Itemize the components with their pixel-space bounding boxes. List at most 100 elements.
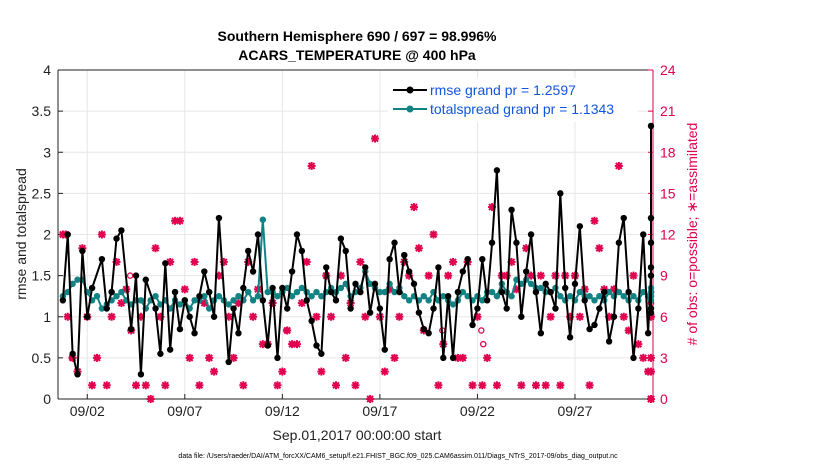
y-axis-ticks: 0 0.5 1 1.5 2 2.5 3 3.5 4 [32, 62, 63, 407]
obs-star-stroke [249, 313, 257, 321]
rmse-point [79, 247, 86, 255]
obs-star-stroke [351, 381, 360, 389]
obs-assimilated-marker [424, 271, 433, 280]
obs-star-stroke [478, 381, 487, 389]
rmse-point [225, 358, 232, 366]
obs-star-stroke [424, 271, 433, 280]
rmse-point [186, 313, 193, 320]
totalspread-point [566, 292, 574, 300]
obs-assimilated-marker [205, 353, 214, 362]
rmse-point [647, 272, 655, 279]
obs-assimilated-marker [585, 381, 594, 390]
obs-star-stroke [381, 367, 389, 376]
obs-star-stroke [468, 381, 477, 389]
obs-star-stroke [337, 271, 345, 280]
rmse-point [342, 247, 349, 255]
rmse-point [293, 231, 301, 238]
obs-assimilated-marker [647, 353, 655, 362]
obs-star-stroke [585, 381, 594, 389]
y-tick-label: 0 [43, 391, 51, 407]
obs-star-stroke [293, 340, 301, 348]
rmse-point [640, 231, 647, 238]
obs-assimilated-marker [249, 312, 258, 321]
rmse-point [84, 313, 91, 320]
legend-rmse-label: rmse grand pr = 1.2597 [430, 82, 576, 98]
rmse-point [647, 264, 655, 271]
obs-star-stroke [239, 381, 248, 389]
rmse-point [527, 231, 535, 238]
rmse-point [415, 309, 423, 316]
legend-spread-marker [406, 105, 414, 113]
y2-tick-label: 9 [660, 268, 668, 284]
rmse-point [313, 342, 320, 349]
y2-tick-label: 24 [660, 62, 676, 78]
totalspread-point [420, 292, 427, 300]
obs-star-stroke [390, 354, 399, 362]
x-tick-label: 09/27 [557, 403, 592, 419]
obs-assimilated-marker [146, 395, 155, 403]
rmse-point [635, 305, 642, 312]
obs-assimilated-marker [434, 381, 443, 390]
x-tick-label: 09/02 [70, 403, 105, 419]
obs-possible-marker [478, 327, 485, 334]
obs-assimilated-marker [292, 340, 301, 349]
obs-assimilated-marker [458, 353, 467, 362]
legend-rmse-marker [406, 86, 414, 94]
obs-assimilated-marker [619, 312, 628, 321]
rmse-point [547, 288, 554, 296]
obs-assimilated-marker [639, 353, 648, 362]
totalspread-point [93, 292, 101, 300]
obs-star-stroke [449, 258, 457, 266]
rmse-point [196, 292, 203, 300]
obs-star-stroke [537, 271, 545, 280]
rmse-point [327, 288, 335, 296]
rmse-point [357, 288, 364, 296]
obs-assimilated-marker [429, 230, 438, 239]
rmse-point [591, 321, 598, 329]
rmse-point [647, 122, 655, 130]
rmse-point [420, 325, 427, 333]
obs-assimilated-marker [185, 353, 194, 362]
y2-axis-label: # of obs: o=possible; ∗=assimilated [684, 123, 700, 346]
obs-star-stroke [395, 313, 404, 321]
obs-assimilated-marker [341, 353, 350, 362]
rmse-point [210, 313, 218, 320]
rmse-line [61, 124, 652, 376]
obs-star-stroke [161, 381, 170, 389]
rmse-point [245, 247, 252, 255]
totalspread-point [176, 301, 184, 308]
rmse-point [205, 288, 213, 296]
rmse-point [240, 284, 247, 292]
rmse-point [605, 338, 613, 345]
y-tick-label: 4 [43, 62, 51, 78]
rmse-point [376, 305, 384, 312]
totalspread-point [113, 292, 120, 300]
rmse-point [601, 288, 608, 296]
totalspread-point [537, 284, 545, 292]
rmse-point [113, 235, 120, 242]
totalspread-point [401, 292, 408, 300]
x-tick-label: 09/07 [167, 403, 202, 419]
totalspread-point [274, 292, 281, 300]
rmse-point [69, 350, 76, 357]
obs-assimilated-marker [302, 257, 311, 266]
rmse-point [503, 305, 510, 312]
obs-assimilated-marker [590, 216, 599, 225]
obs-assimilated-marker [93, 353, 102, 362]
rmse-point [440, 354, 447, 362]
rmse-point [396, 288, 403, 296]
x-axis-ticks: 09/02 09/07 09/12 09/17 09/22 09/27 [70, 394, 593, 419]
obs-assimilated-marker [151, 244, 160, 253]
obs-star-stroke [98, 230, 106, 239]
obs-star-stroke [590, 217, 599, 225]
obs-star-stroke [278, 367, 287, 376]
obs-assimilated-marker [536, 271, 545, 280]
obs-star-stroke [546, 313, 555, 321]
y2-tick-label: 0 [660, 391, 668, 407]
totalspread-point [479, 297, 486, 304]
rmse-point [352, 280, 359, 288]
rmse-point [318, 350, 325, 357]
rmse-point [303, 297, 310, 304]
rmse-point [615, 239, 623, 246]
totalspread-point [488, 288, 496, 296]
